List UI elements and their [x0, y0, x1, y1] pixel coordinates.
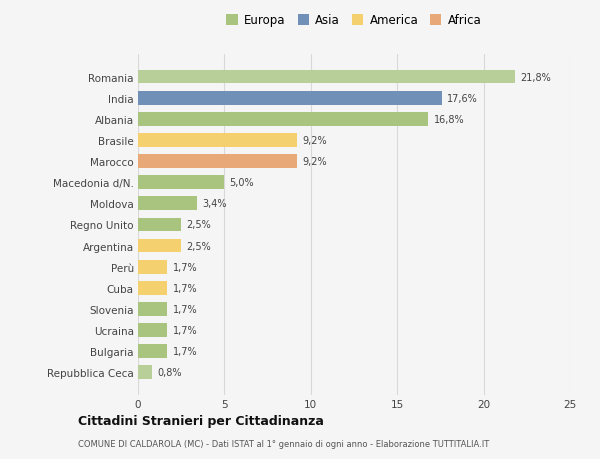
Text: 16,8%: 16,8%	[433, 115, 464, 124]
Text: COMUNE DI CALDAROLA (MC) - Dati ISTAT al 1° gennaio di ogni anno - Elaborazione : COMUNE DI CALDAROLA (MC) - Dati ISTAT al…	[78, 439, 489, 448]
Text: 1,7%: 1,7%	[173, 283, 197, 293]
Bar	[138, 281, 167, 295]
Bar	[138, 134, 297, 147]
Bar	[138, 345, 167, 358]
Bar	[138, 218, 181, 232]
Legend: Europa, Asia, America, Africa: Europa, Asia, America, Africa	[223, 10, 485, 30]
Bar	[138, 197, 197, 211]
Text: 21,8%: 21,8%	[520, 73, 551, 82]
Text: 5,0%: 5,0%	[230, 178, 254, 188]
Text: 0,8%: 0,8%	[157, 368, 182, 377]
Text: Cittadini Stranieri per Cittadinanza: Cittadini Stranieri per Cittadinanza	[78, 414, 324, 428]
Bar	[138, 71, 515, 84]
Bar	[138, 366, 152, 379]
Bar	[138, 260, 167, 274]
Bar	[138, 324, 167, 337]
Text: 9,2%: 9,2%	[302, 157, 327, 167]
Text: 2,5%: 2,5%	[187, 241, 211, 251]
Text: 1,7%: 1,7%	[173, 325, 197, 335]
Text: 3,4%: 3,4%	[202, 199, 226, 209]
Text: 2,5%: 2,5%	[187, 220, 211, 230]
Text: 17,6%: 17,6%	[448, 94, 478, 103]
Bar	[138, 176, 224, 190]
Bar	[138, 239, 181, 253]
Text: 1,7%: 1,7%	[173, 347, 197, 356]
Bar	[138, 92, 442, 105]
Text: 1,7%: 1,7%	[173, 262, 197, 272]
Text: 1,7%: 1,7%	[173, 304, 197, 314]
Bar	[138, 302, 167, 316]
Text: 9,2%: 9,2%	[302, 135, 327, 146]
Bar	[138, 155, 297, 168]
Bar	[138, 112, 428, 126]
